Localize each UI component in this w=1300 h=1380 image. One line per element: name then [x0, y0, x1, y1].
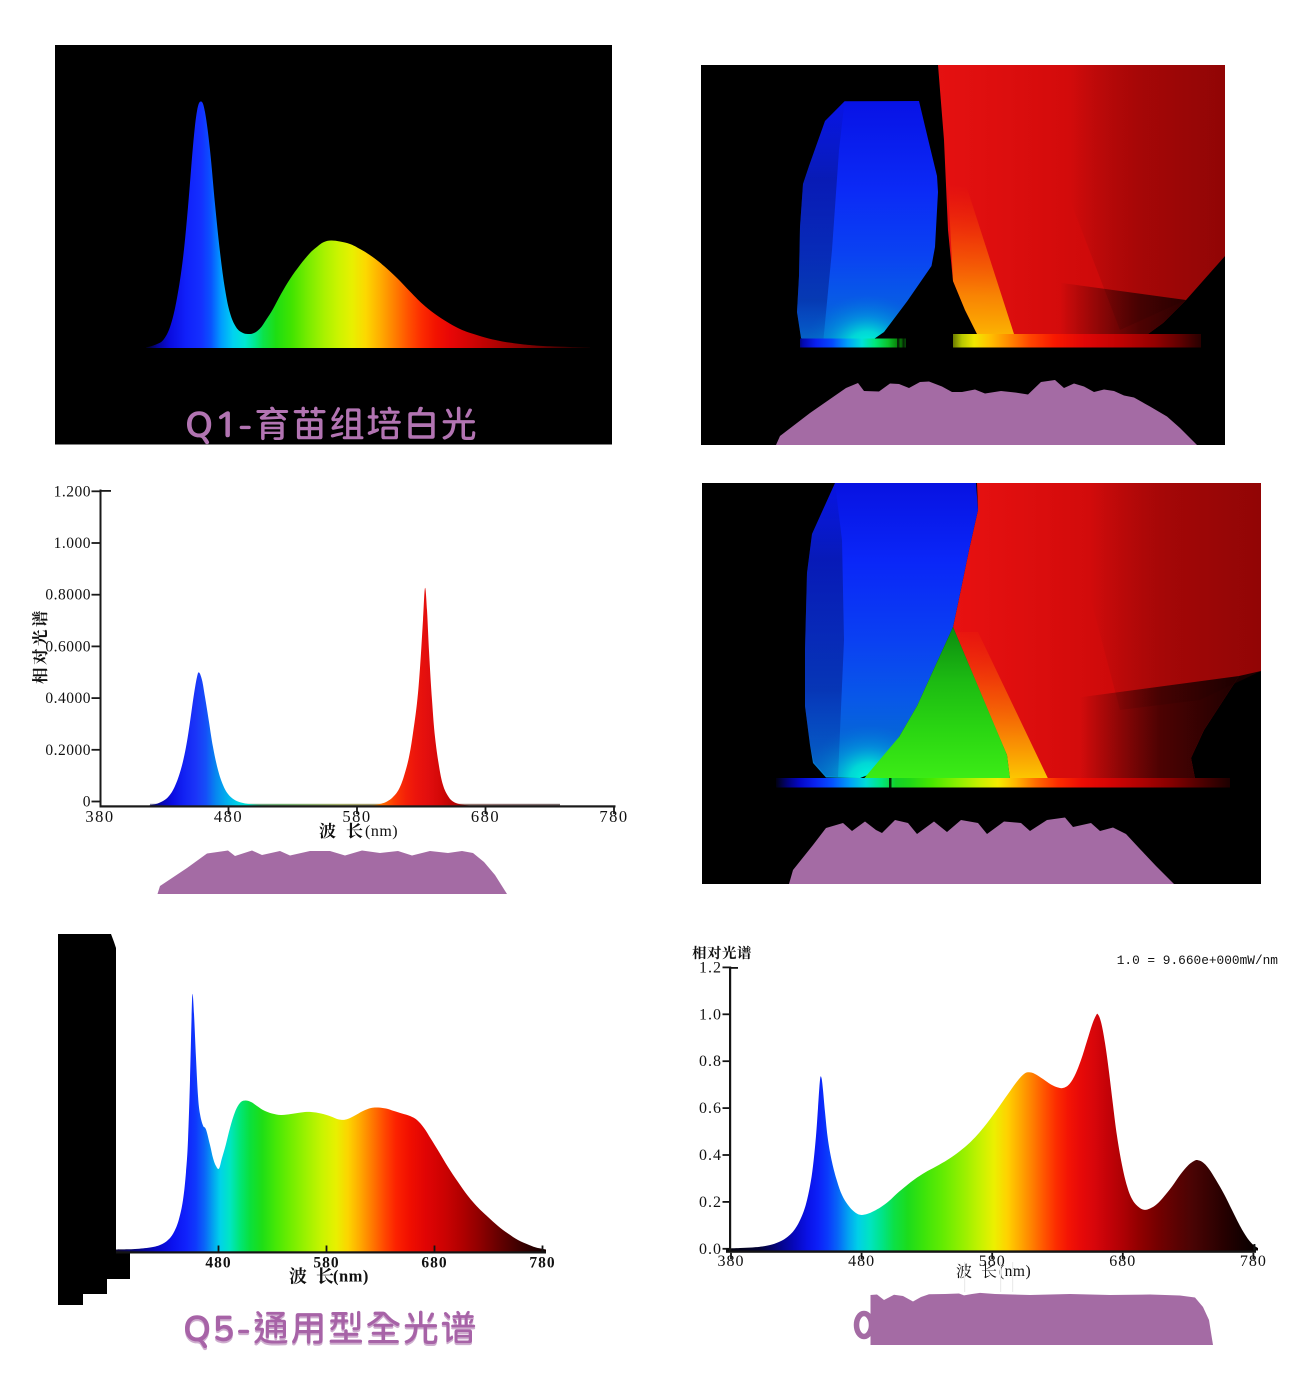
svg-text:680: 680 — [421, 1255, 447, 1272]
svg-text:0.8: 0.8 — [699, 1053, 722, 1070]
svg-text:(nm): (nm) — [999, 1263, 1031, 1280]
svg-text:680: 680 — [471, 807, 500, 826]
svg-text:1.200: 1.200 — [54, 483, 91, 500]
svg-text:0.2000: 0.2000 — [45, 742, 91, 759]
svg-text:0: 0 — [83, 794, 91, 811]
svg-text:480: 480 — [205, 1255, 231, 1272]
svg-text:480: 480 — [214, 807, 243, 826]
svg-text:680: 680 — [1109, 1253, 1136, 1270]
svg-text:0.6000: 0.6000 — [45, 638, 91, 655]
svg-text:0.8000: 0.8000 — [45, 587, 91, 604]
svg-text:580: 580 — [313, 1255, 339, 1272]
svg-text:1.000: 1.000 — [54, 535, 91, 552]
svg-text:780: 780 — [1240, 1253, 1267, 1270]
svg-text:1.2: 1.2 — [699, 959, 722, 976]
svg-text:0.4: 0.4 — [699, 1147, 722, 1164]
svg-text:480: 480 — [848, 1253, 875, 1270]
svg-text:0.2: 0.2 — [699, 1194, 722, 1211]
svg-text:(nm): (nm) — [365, 823, 398, 840]
svg-text:0.6: 0.6 — [699, 1100, 722, 1117]
svg-text:380: 380 — [85, 807, 114, 826]
svg-text:580: 580 — [342, 807, 371, 826]
svg-text:0.4000: 0.4000 — [45, 690, 91, 707]
svg-text:(nm): (nm) — [333, 1267, 369, 1286]
svg-text:1.0: 1.0 — [699, 1006, 722, 1023]
svg-text:780: 780 — [599, 807, 628, 826]
svg-text:1.0 = 9.660e+000mW/nm: 1.0 = 9.660e+000mW/nm — [1117, 953, 1279, 968]
svg-text:780: 780 — [529, 1255, 555, 1272]
svg-text:0.0: 0.0 — [699, 1241, 722, 1258]
svg-text:380: 380 — [718, 1253, 745, 1270]
